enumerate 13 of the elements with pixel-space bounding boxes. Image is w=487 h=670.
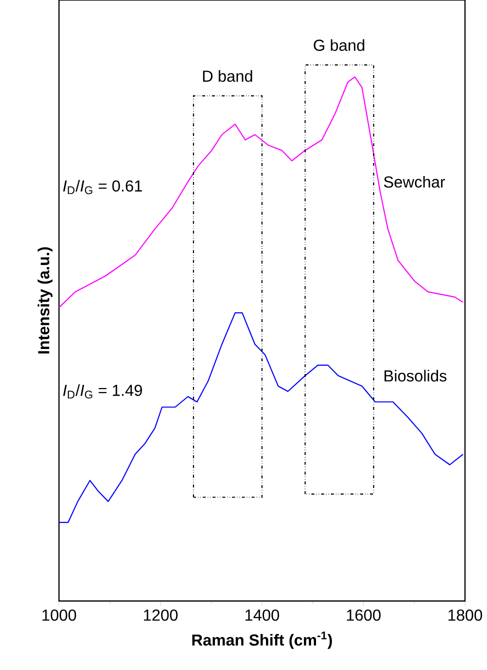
annotation: D band — [203, 70, 252, 82]
annotation: I$_{D}$/I$_{G}$ = 1.49 — [63, 384, 142, 399]
x-tick-label: 1600 — [346, 610, 381, 621]
x-axis-title: Raman Shift (cm$^{-1}$) — [192, 632, 332, 649]
text: G band — [314, 39, 364, 51]
x-tick-label: 1000 — [42, 610, 76, 621]
series-label: Biosolids — [384, 370, 446, 382]
annotation: I$_{D}$/I$_{G}$ = 0.61 — [63, 180, 142, 194]
x-tick-label: 1200 — [144, 610, 178, 621]
x-tick-label: 1800 — [448, 610, 482, 621]
series-label: Sewchar — [384, 176, 446, 188]
x-tick-label: 1400 — [245, 610, 280, 621]
y-axis-title: Intensity (a.u.) — [38, 247, 52, 354]
